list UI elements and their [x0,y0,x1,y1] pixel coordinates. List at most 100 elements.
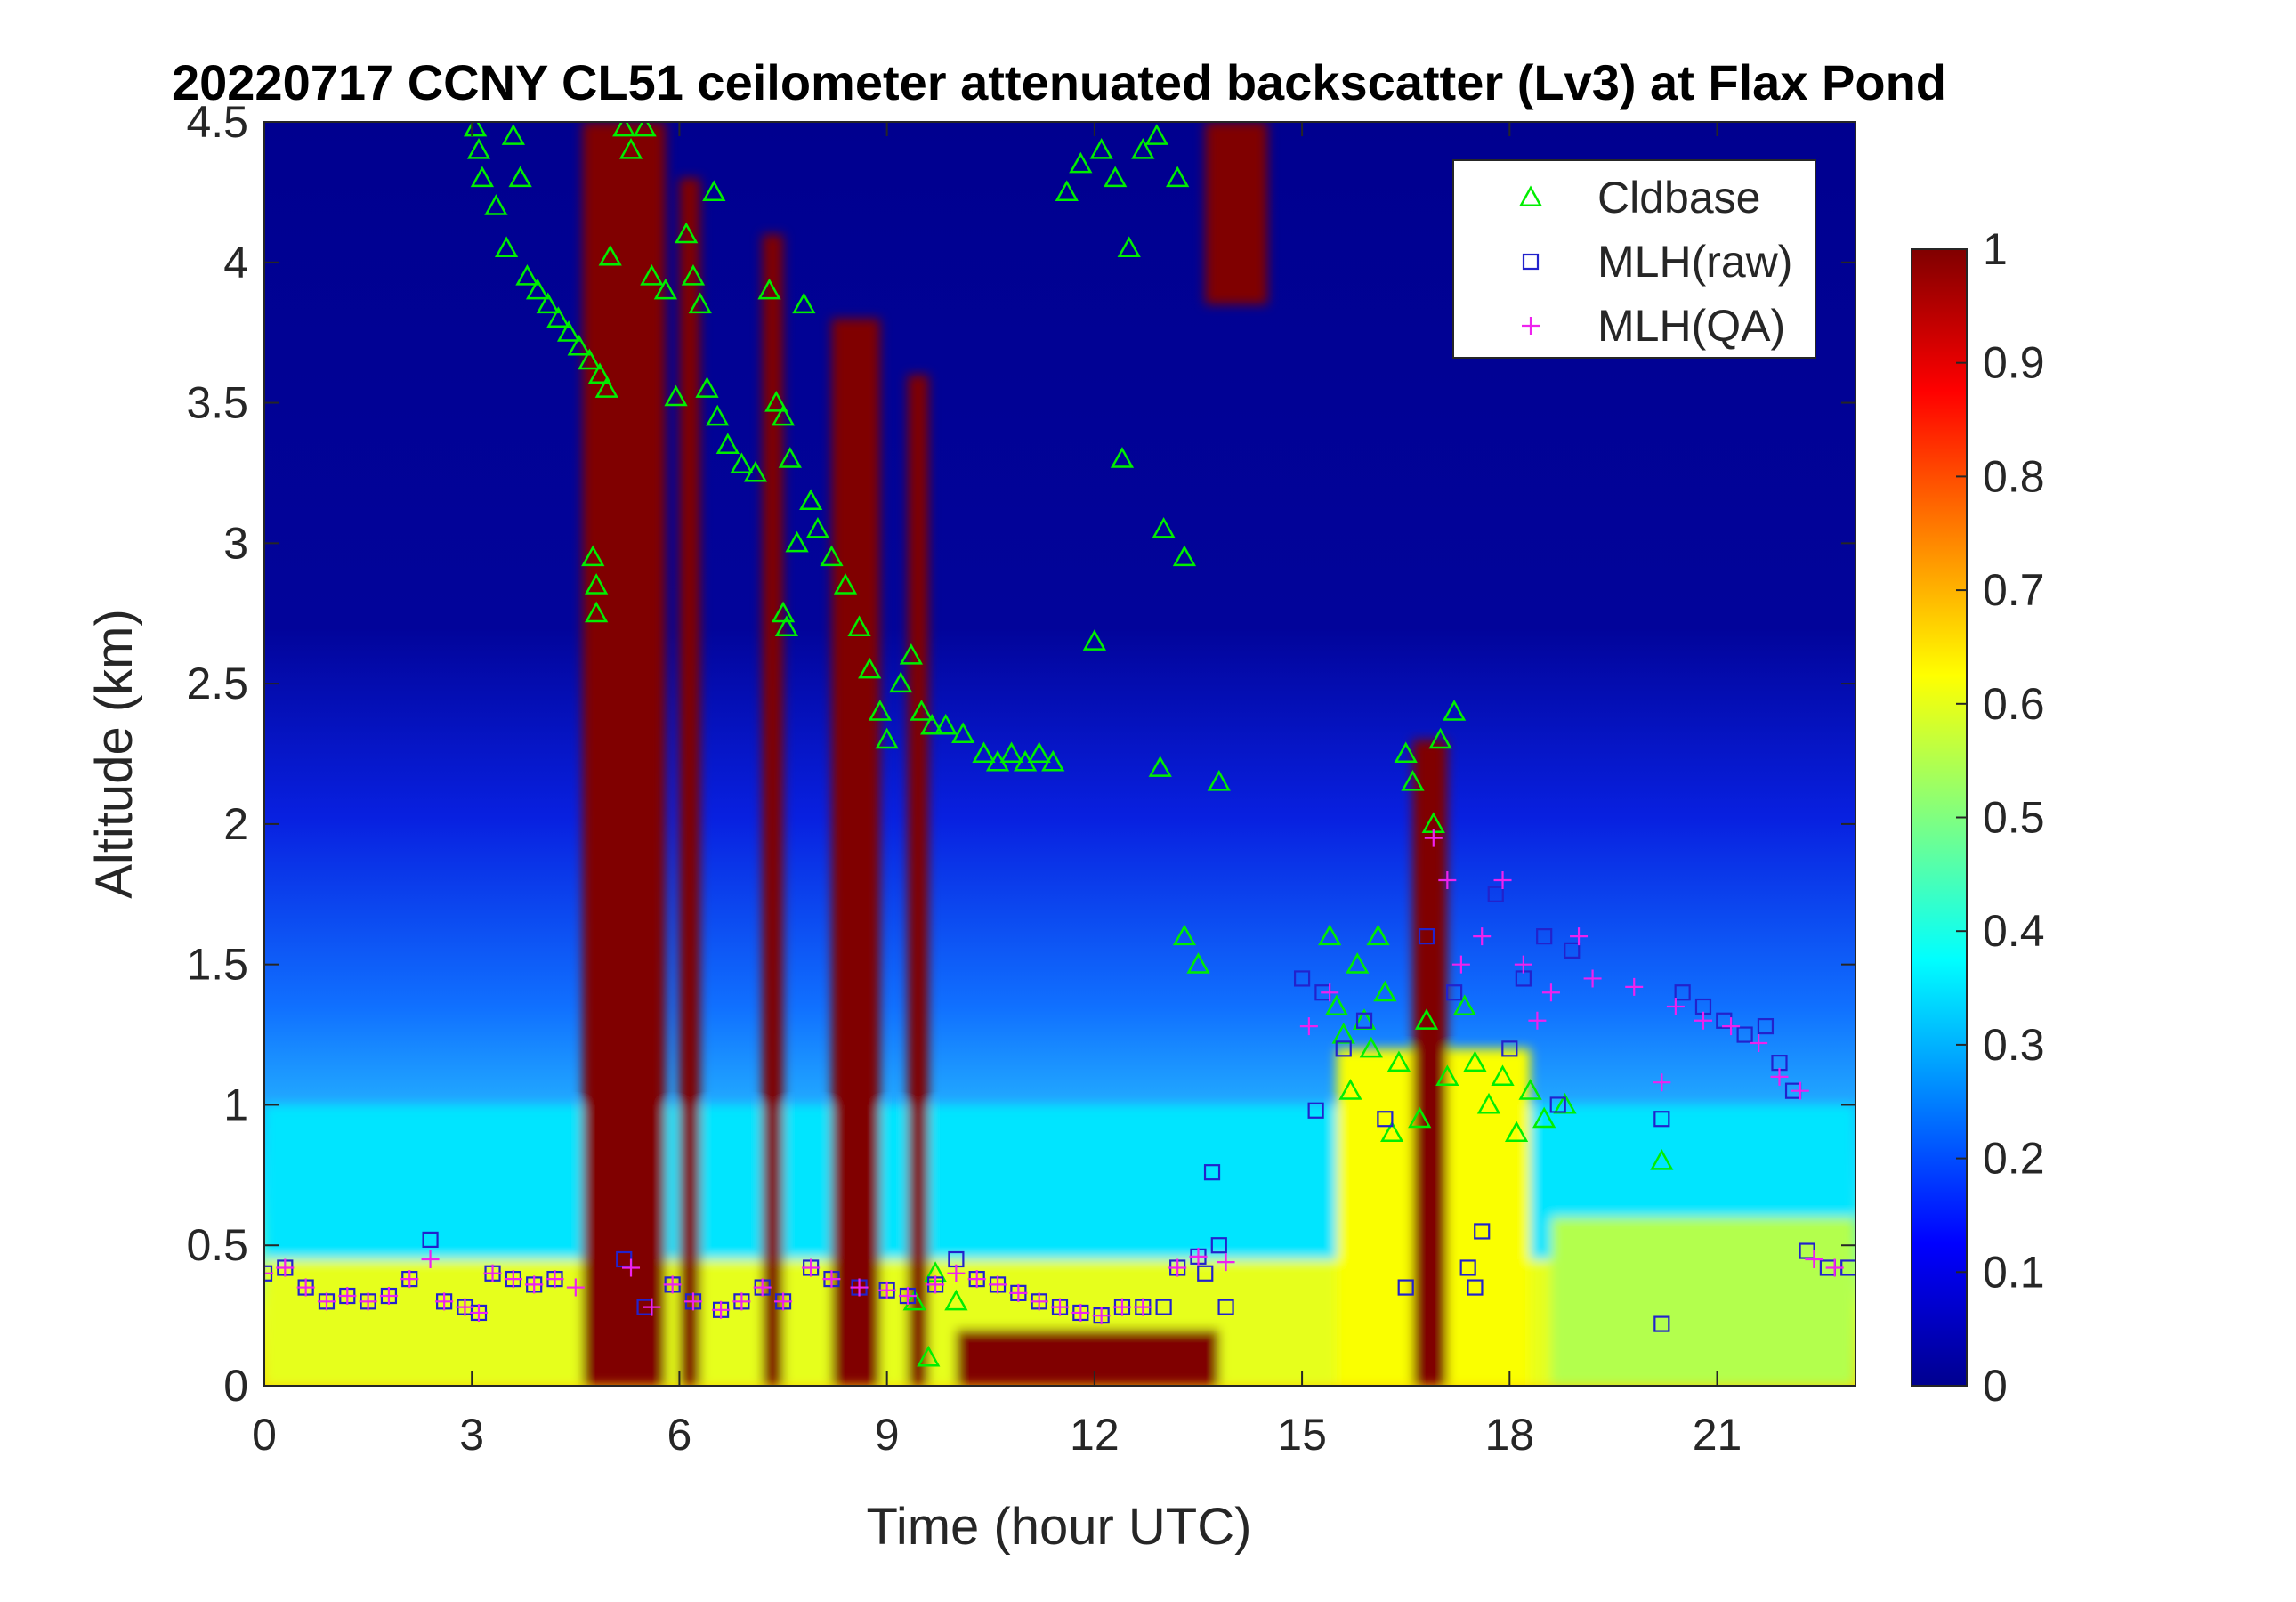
mlh-qa-marker [1051,1298,1069,1316]
cldbase-marker [706,404,730,426]
mlh-raw-marker [1564,942,1581,959]
mlh-qa-marker [1583,969,1602,988]
heatmap-regions [264,122,1855,1386]
mlh-qa-marker [1092,1307,1111,1325]
mlh-qa-marker [1321,983,1339,1002]
mlh-raw-marker [1155,1299,1172,1315]
cldbase-marker [1172,545,1197,567]
cldbase-marker [1373,980,1397,1002]
mlh-raw-marker [1307,1102,1324,1119]
cldbase-marker [799,489,823,511]
cldbase-marker [578,348,602,370]
cldbase-marker [902,1289,926,1311]
x-axis-label: Time (hour UTC) [867,1498,1252,1556]
cldbase-marker [653,278,678,300]
y-tick-label: 3.5 [186,378,248,428]
mlh-raw-marker [1335,1040,1352,1057]
mlh-qa-marker [622,1258,641,1277]
mlh-qa-marker [1112,1298,1131,1316]
mlh-qa-marker [469,1303,488,1322]
mlh-qa-marker [683,1292,702,1311]
cldbase-marker [1027,741,1051,764]
cldbase-marker [771,601,796,623]
cldbase-marker [470,166,495,188]
mlh-qa-marker [989,1275,1007,1294]
mlh-qa-marker [1541,983,1560,1002]
cldbase-marker [1055,180,1079,201]
mlh-raw-marker [1653,1315,1670,1332]
legend-mlh-raw-marker [1522,253,1540,271]
cldbase-marker [1131,137,1155,159]
heatmap-region [1205,122,1268,305]
cldbase-marker [778,447,802,468]
colorbar-tick-label: 0.9 [1983,338,2045,388]
cldbase-marker [1380,1121,1404,1143]
x-tick-label: 12 [1070,1410,1120,1460]
cldbase-marker [1504,1121,1529,1143]
x-tick-label: 18 [1484,1410,1534,1460]
mlh-qa-marker [663,1275,682,1294]
mlh-raw-marker [1549,1096,1566,1113]
cldbase-marker [1166,166,1190,188]
cldbase-marker [1428,727,1452,749]
mlh-qa-marker [1805,1250,1823,1268]
colorbar-tick-label: 0.5 [1983,793,2045,843]
mlh-qa-marker [1134,1298,1152,1316]
y-tick-label: 1 [223,1080,248,1129]
mlh-qa-marker [379,1287,398,1306]
cldbase-marker [764,390,788,412]
cldbase-marker [792,292,816,314]
colorbar-tick-label: 0.4 [1983,906,2045,956]
mlh-raw-marker [1217,1299,1234,1315]
legend: Cldbase MLH(raw) MLH(QA) [1452,159,1816,359]
plot-frame [263,121,1856,1387]
cldbase-marker [463,122,488,137]
mlh-qa-marker [1570,927,1589,946]
legend-box [1452,159,1816,359]
cldbase-marker [1435,1064,1459,1086]
cldbase-marker [730,452,754,474]
mlh-qa-marker [1168,1258,1187,1277]
mlh-qa-marker [504,1270,522,1289]
mlh-qa-marker [1514,955,1532,974]
cldbase-marker [598,244,622,266]
cldbase-marker [1518,1079,1542,1100]
x-tick-label: 3 [459,1410,484,1460]
mlh-raw-marker [1459,1259,1476,1276]
cldbase-marker [546,306,570,328]
cldbase-marker [536,292,560,314]
mlh-qa-marker [317,1292,336,1311]
cldbase-marker [820,545,844,567]
cldbase-marker [594,376,618,398]
mlh-raw-marker [1197,1265,1214,1282]
mlh-raw-marker [1674,984,1691,1001]
mlh-qa-marker [400,1270,419,1289]
cldbase-marker [785,530,809,553]
heatmap-region [1550,1217,1855,1386]
mlh-qa-marker [1750,1034,1768,1053]
mlh-qa-marker [1528,1011,1547,1030]
cldbase-marker [1318,924,1342,946]
y-tick-label: 2 [223,799,248,849]
mlh-qa-marker [276,1258,295,1277]
colorbar: 0 0.1 0.2 0.3 0.4 0.5 0.6 0.7 0.8 0.9 1 [1911,224,2045,1411]
mlh-raw-marker [1474,1223,1491,1240]
heatmap-region [831,318,880,1386]
y-axis: 0 0.5 1 1.5 2 2.5 3 3.5 4 4.5 [186,97,1855,1411]
mlh-qa-marker [1071,1303,1090,1322]
cldbase-marker [917,1345,941,1367]
cldbase-marker [618,137,643,159]
mlh-raw-marker [1397,1279,1414,1296]
mlh-qa-marker [296,1278,315,1297]
mlh-qa-marker [822,1270,841,1289]
colorbar-tick-label: 0.1 [1983,1247,2045,1297]
mlh-qa-marker [1424,829,1443,847]
cldbase-marker [868,700,893,721]
cldbase-marker [1359,1036,1383,1058]
mlh-qa-marker [1791,1081,1809,1100]
cldbase-marker [1491,1064,1515,1086]
y-tick-label: 1.5 [186,940,248,990]
heatmap-region [679,178,700,1386]
cldbase-marker [1650,1148,1674,1170]
data-markers [264,122,1855,1367]
